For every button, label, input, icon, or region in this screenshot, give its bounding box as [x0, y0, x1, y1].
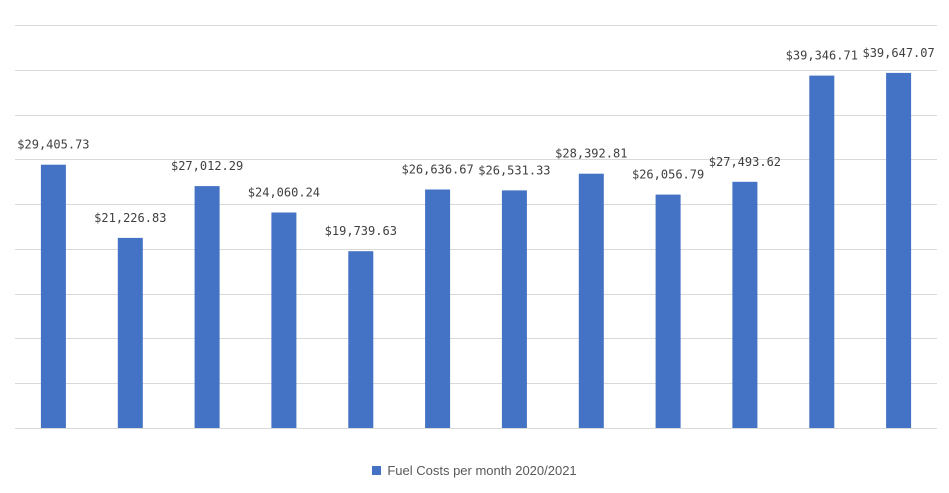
bar — [809, 75, 835, 428]
data-label: $27,493.62 — [709, 155, 781, 169]
bar — [732, 181, 758, 428]
gridlines — [15, 25, 937, 429]
legend-swatch — [372, 465, 382, 475]
data-label: $29,405.73 — [17, 138, 89, 152]
data-label: $26,636.67 — [401, 163, 473, 177]
bar — [578, 173, 604, 428]
data-label: $27,012.29 — [171, 159, 243, 173]
bar-chart-plot: $29,405.73 $21,226.83 $27,012.29 $24,060.24… — [15, 25, 937, 429]
bar — [501, 190, 527, 428]
data-label: $26,531.33 — [478, 163, 550, 177]
data-label: $24,060.24 — [248, 186, 320, 200]
bar — [886, 72, 912, 429]
legend-label: Fuel Costs per month 2020/2021 — [387, 462, 577, 478]
legend: Fuel Costs per month 2020/2021 — [0, 460, 949, 480]
data-label: $39,346.71 — [786, 49, 858, 63]
bars — [40, 72, 912, 429]
bar — [655, 194, 681, 428]
data-label: $26,056.79 — [632, 168, 704, 182]
data-label: $21,226.83 — [94, 211, 166, 225]
bar — [40, 164, 66, 428]
data-labels: $29,405.73 $21,226.83 $27,012.29 $24,060.24… — [17, 46, 934, 238]
bar — [117, 237, 143, 428]
bar — [425, 189, 451, 428]
bar — [271, 212, 297, 428]
data-label: $28,392.81 — [555, 147, 627, 161]
data-label: $39,647.07 — [862, 46, 934, 60]
bar — [348, 251, 374, 428]
data-label: $19,739.63 — [325, 224, 397, 238]
bar — [194, 186, 220, 428]
